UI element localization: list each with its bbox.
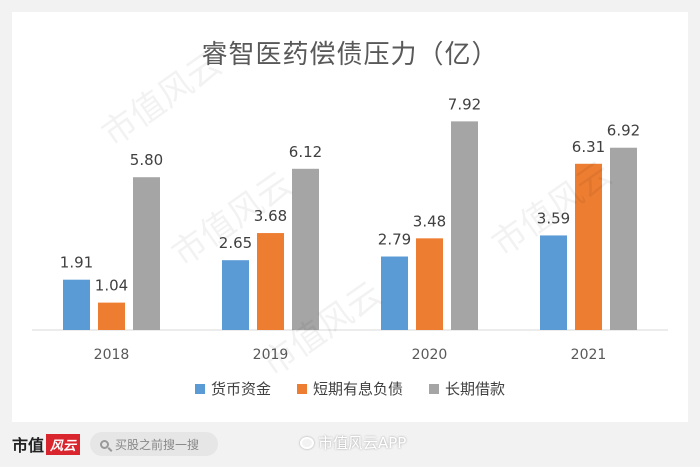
chart-legend: 货币资金 短期有息负债 长期借款	[12, 378, 688, 399]
legend-item: 货币资金	[194, 378, 271, 399]
bar	[610, 147, 637, 330]
data-label: 2.79	[378, 231, 411, 249]
legend-label: 短期有息负债	[312, 380, 403, 398]
bar	[416, 238, 443, 330]
bar	[451, 121, 478, 330]
bar-chart: 1.911.04 5.80 2018 2.653.68 6.12 2019 2.793.48…	[32, 95, 668, 363]
legend-label: 长期借款	[445, 380, 506, 398]
data-label: 5.80	[130, 151, 163, 169]
chart-title: 睿智医药偿债压力（亿）	[201, 40, 499, 70]
bar	[257, 233, 284, 330]
data-label: 6.92	[607, 122, 640, 140]
legend-swatch	[429, 383, 439, 394]
data-label: 6.12	[289, 143, 322, 161]
data-label: 7.92	[448, 95, 481, 113]
bar	[98, 302, 125, 330]
weibo-credit: 市值风云APP	[300, 432, 406, 453]
bar	[133, 177, 160, 330]
bar	[292, 168, 319, 330]
data-label: 3.59	[537, 209, 570, 227]
weibo-icon	[300, 436, 314, 449]
footer-bar: 市值 风云 买股之前搜一搜 市值风云APP	[0, 422, 700, 467]
data-label: 6.31	[572, 138, 605, 156]
data-label: 2.65	[219, 234, 252, 252]
data-label: 1.04	[95, 277, 128, 295]
search-input[interactable]: 买股之前搜一搜	[90, 432, 218, 456]
x-tick-label: 2018	[94, 347, 130, 363]
logo-mark: 风云	[46, 433, 81, 455]
data-label: 1.91	[60, 254, 93, 272]
x-tick-label: 2021	[571, 347, 607, 363]
brand-logo: 市值 风云	[12, 432, 81, 456]
logo-text: 市值	[12, 436, 45, 455]
legend-label: 货币资金	[210, 380, 271, 398]
legend-item: 长期借款	[429, 378, 505, 399]
bar	[540, 235, 567, 330]
legend-swatch	[194, 383, 205, 394]
x-tick-label: 2019	[253, 347, 289, 363]
legend-swatch	[296, 383, 307, 394]
chart-card: 睿智医药偿债压力（亿） 1.91 1.04 5.80 2018 2.65 3.68 6.12…	[12, 12, 688, 422]
data-label: 3.68	[254, 207, 287, 225]
data-label: 3.48	[413, 212, 446, 230]
bar	[222, 260, 249, 330]
bar	[381, 256, 408, 330]
legend-item: 短期有息负债	[296, 378, 403, 399]
search-icon	[100, 439, 109, 449]
weibo-text: 市值风云APP	[318, 434, 407, 452]
bar	[63, 279, 90, 330]
bar	[575, 163, 602, 330]
search-placeholder: 买股之前搜一搜	[115, 437, 200, 452]
x-tick-label: 2020	[412, 347, 448, 363]
